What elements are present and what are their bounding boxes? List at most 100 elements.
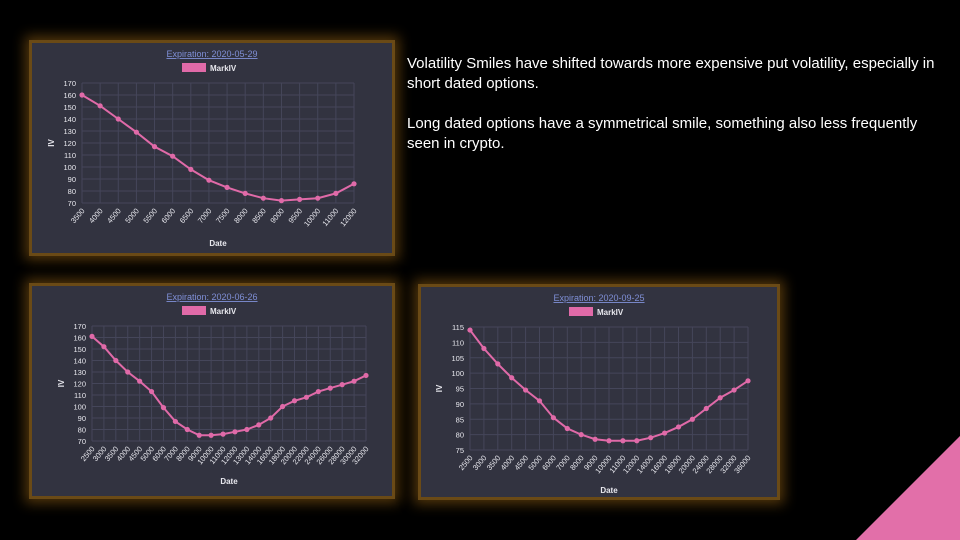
y-tick-label: 100 bbox=[451, 369, 464, 378]
data-point bbox=[509, 375, 515, 381]
data-point bbox=[363, 372, 369, 379]
data-point bbox=[172, 418, 178, 425]
legend-swatch bbox=[182, 63, 206, 72]
data-point bbox=[260, 195, 266, 201]
y-tick-label: 80 bbox=[68, 187, 76, 196]
x-tick-label: 6500 bbox=[178, 207, 196, 226]
x-tick-label: 4000 bbox=[87, 207, 105, 226]
data-point bbox=[634, 438, 640, 444]
chart-panel-may: Expiration: 2020-05-29 MarkIV 70 80 90 100 110… bbox=[29, 40, 395, 256]
data-point bbox=[303, 394, 310, 400]
data-point bbox=[89, 333, 95, 339]
data-point bbox=[196, 432, 202, 438]
data-point bbox=[481, 345, 487, 352]
data-point bbox=[731, 387, 737, 393]
data-point bbox=[268, 415, 274, 421]
x-tick-label: 6000 bbox=[540, 454, 558, 473]
y-tick-label: 150 bbox=[73, 345, 86, 354]
y-tick-label: 170 bbox=[73, 322, 86, 331]
data-point bbox=[648, 435, 654, 441]
y-tick-label: 170 bbox=[63, 79, 76, 88]
y-axis-label: IV bbox=[57, 379, 66, 387]
data-point bbox=[208, 432, 214, 438]
data-point bbox=[745, 378, 751, 384]
data-point bbox=[101, 344, 107, 350]
y-axis-label: IV bbox=[47, 139, 56, 147]
data-point bbox=[137, 378, 143, 384]
data-point bbox=[315, 195, 321, 201]
data-point bbox=[115, 116, 121, 122]
commentary-text: Volatility Smiles have shifted towards m… bbox=[407, 54, 937, 174]
y-tick-label: 70 bbox=[68, 199, 76, 208]
data-point bbox=[113, 357, 119, 364]
y-tick-label: 100 bbox=[73, 403, 86, 412]
data-point bbox=[244, 426, 250, 433]
x-tick-label: 3500 bbox=[485, 454, 503, 473]
data-point bbox=[351, 378, 357, 384]
data-point bbox=[495, 361, 501, 367]
data-point bbox=[339, 382, 345, 388]
legend-label: MarkIV bbox=[597, 308, 624, 317]
data-point bbox=[662, 430, 668, 436]
x-axis-label: Date bbox=[209, 239, 227, 248]
x-axis-label: Date bbox=[600, 486, 618, 495]
y-tick-label: 150 bbox=[63, 103, 76, 112]
x-tick-label: 9000 bbox=[268, 207, 286, 226]
data-point bbox=[592, 436, 598, 442]
data-point bbox=[160, 405, 167, 411]
chart-svg-may: Expiration: 2020-05-29 MarkIV 70 80 90 100 110… bbox=[47, 49, 359, 248]
y-tick-label: 85 bbox=[456, 415, 464, 424]
data-point bbox=[242, 190, 248, 196]
data-point bbox=[315, 388, 321, 395]
data-point bbox=[125, 369, 131, 375]
data-point bbox=[188, 166, 194, 172]
data-point bbox=[170, 153, 176, 159]
chart-title: Expiration: 2020-09-25 bbox=[553, 293, 644, 303]
y-tick-label: 90 bbox=[456, 400, 464, 409]
x-tick-label: 10000 bbox=[302, 207, 322, 229]
data-point bbox=[151, 144, 158, 150]
x-tick-label: 2500 bbox=[457, 454, 475, 473]
series-line bbox=[81, 94, 355, 202]
x-tick-label: 5000 bbox=[123, 207, 141, 226]
y-tick-label: 115 bbox=[452, 323, 464, 332]
y-tick-label: 75 bbox=[456, 446, 464, 455]
data-point bbox=[79, 92, 85, 98]
data-point bbox=[550, 415, 556, 421]
y-tick-label: 80 bbox=[78, 426, 86, 435]
x-tick-label: 4500 bbox=[105, 207, 123, 226]
data-point bbox=[224, 184, 230, 190]
y-tick-label: 130 bbox=[63, 127, 76, 136]
y-tick-label: 120 bbox=[63, 139, 76, 148]
y-tick-label: 130 bbox=[73, 368, 86, 377]
x-tick-label: 8000 bbox=[232, 207, 250, 226]
x-tick-label: 6000 bbox=[160, 207, 178, 226]
y-tick-label: 95 bbox=[456, 385, 464, 394]
x-tick-label: 8000 bbox=[568, 454, 586, 473]
data-point bbox=[717, 395, 723, 401]
data-point bbox=[206, 177, 212, 183]
data-point bbox=[280, 403, 286, 410]
legend-label: MarkIV bbox=[210, 307, 237, 316]
x-tick-label: 4500 bbox=[513, 454, 531, 473]
x-tick-label: 5500 bbox=[141, 207, 159, 226]
data-point bbox=[327, 385, 333, 391]
chart-panel-june: Expiration: 2020-06-26 MarkIV 70 80 90 100 110… bbox=[29, 283, 395, 499]
legend-label: MarkIV bbox=[210, 64, 237, 73]
x-tick-label: 4000 bbox=[499, 454, 517, 473]
y-tick-label: 70 bbox=[78, 437, 86, 446]
x-tick-label: 12000 bbox=[338, 207, 358, 229]
y-tick-label: 110 bbox=[64, 151, 76, 160]
y-tick-label: 110 bbox=[452, 338, 464, 347]
x-tick-label: 7000 bbox=[196, 207, 214, 226]
data-point bbox=[291, 398, 298, 404]
x-tick-label: 3500 bbox=[69, 207, 87, 226]
y-tick-label: 140 bbox=[63, 115, 76, 124]
y-tick-label: 105 bbox=[451, 354, 464, 363]
data-point bbox=[297, 196, 303, 202]
data-point bbox=[523, 387, 529, 393]
data-point bbox=[220, 431, 226, 437]
data-point bbox=[351, 181, 357, 187]
chart-panel-september: Expiration: 2020-09-25 MarkIV 75 80 85 90 95 10… bbox=[418, 284, 780, 500]
data-point bbox=[256, 422, 262, 428]
